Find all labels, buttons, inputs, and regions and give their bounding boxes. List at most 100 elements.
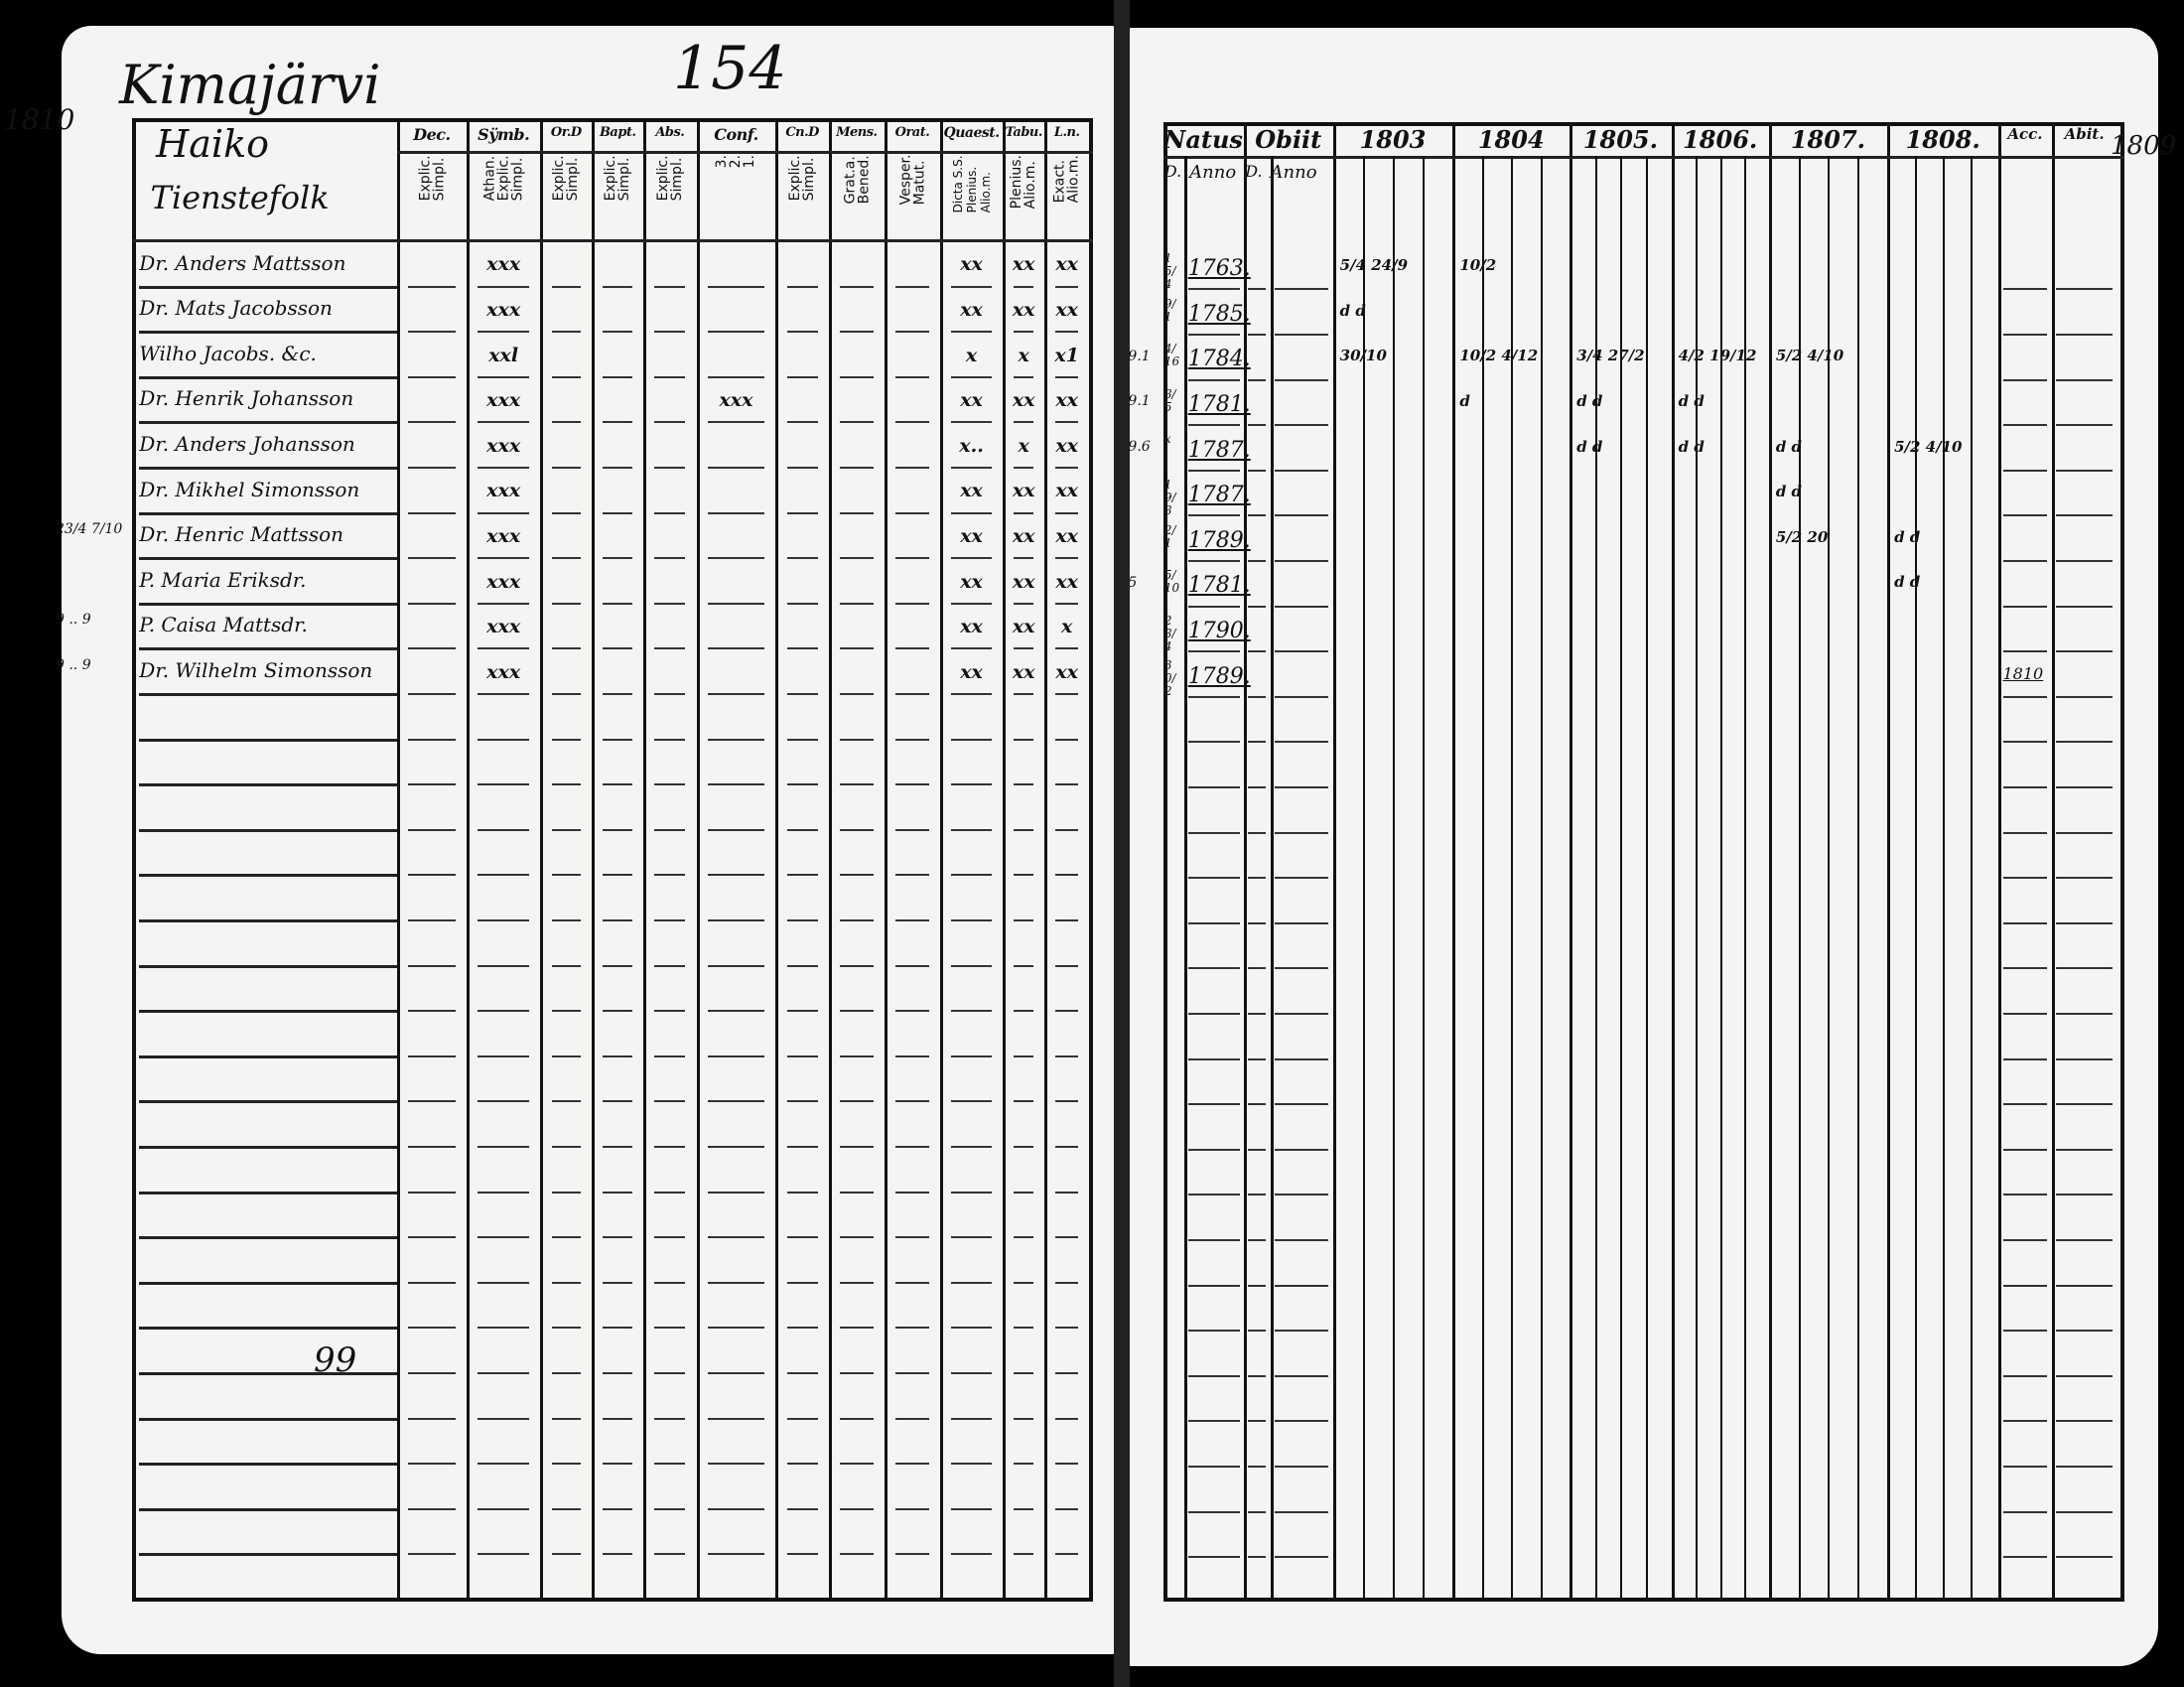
margin-note: 9.1 <box>1128 393 1151 410</box>
left-cell-dash <box>654 331 686 334</box>
right-cell-dash <box>2055 1374 2114 1377</box>
left-cell-dash <box>895 874 929 877</box>
margin-note: 5 <box>1128 574 1138 591</box>
communion-entry: 10/2 4/12 <box>1459 347 1539 365</box>
right-cell-dash <box>2055 877 2114 880</box>
page-number: 154 <box>673 34 787 103</box>
left-cell-dash <box>654 511 686 514</box>
communion-entry: 5/2 4/10 <box>1775 347 1844 365</box>
left-cell-dash <box>478 467 530 469</box>
right-cell-dash <box>2002 1465 2048 1468</box>
right-cell-dash <box>1274 1556 1329 1559</box>
natus-day-label: D. <box>1245 161 1263 181</box>
left-cell-dash <box>951 285 992 288</box>
left-cell-dash <box>840 557 874 560</box>
right-cell-dash <box>1274 1465 1329 1468</box>
left-cell-dash <box>551 828 582 831</box>
right-cell-dash <box>1248 695 1267 698</box>
left-cell-dash <box>654 285 686 288</box>
right-cell-dash <box>1187 1057 1240 1060</box>
left-cell-dash <box>654 692 686 695</box>
birth-year: 1784. <box>1187 347 1251 372</box>
left-cell-dash <box>1055 1371 1078 1374</box>
left-cell-dash <box>840 964 874 967</box>
margin-note: 9.1 <box>1128 348 1151 364</box>
left-row-rule <box>139 375 397 379</box>
left-cell-dash <box>603 918 632 921</box>
left-column-subheader: Explic. Simpl. <box>654 154 685 201</box>
year-subcolumn-rule <box>1828 156 1831 1603</box>
left-cell-dash <box>1014 918 1034 921</box>
left-cell-dash <box>478 1463 530 1466</box>
left-cell-dash <box>786 1010 818 1013</box>
left-cell-dash <box>408 964 456 967</box>
left-cell-dash <box>951 647 992 650</box>
register-name: Dr. Henric Mattsson <box>139 522 344 547</box>
left-cell-dash <box>1014 1100 1034 1103</box>
left-cell-dash <box>840 647 874 650</box>
left-column-subheader: Explic. Simpl. <box>603 154 633 201</box>
communion-entry: 5/4 24/9 <box>1339 256 1409 275</box>
right-cell-dash <box>1248 288 1267 291</box>
right-header-rule <box>1162 156 2124 160</box>
left-cell-dash <box>1055 467 1078 469</box>
left-cell-dash <box>895 1236 929 1239</box>
right-cell-dash <box>1187 560 1240 562</box>
left-cell-dash <box>1014 1463 1034 1466</box>
left-cell-dash <box>786 331 818 334</box>
left-cell-dash <box>840 1553 874 1556</box>
left-cell-dash <box>1014 285 1034 288</box>
left-cell-dash <box>1014 1327 1034 1330</box>
birth-day: 15/4 <box>1163 250 1176 291</box>
left-row-rule <box>139 602 397 606</box>
left-cell-dash <box>707 1145 765 1148</box>
right-cell-dash <box>2055 1420 2114 1423</box>
right-cell-dash <box>2055 1465 2114 1468</box>
communion-entry: 10/2 <box>1459 256 1497 275</box>
left-column-header: Bapt. <box>599 125 636 141</box>
left-cell-dash <box>840 1010 874 1013</box>
right-cell-dash <box>1187 1510 1240 1513</box>
catechism-mark: xxx <box>486 389 521 412</box>
left-cell-dash <box>1055 1010 1078 1013</box>
left-cell-dash <box>786 964 818 967</box>
right-cell-dash <box>1248 1194 1267 1196</box>
left-cell-dash <box>707 467 765 469</box>
catechism-mark: xx <box>1012 298 1035 321</box>
left-column-rule <box>396 118 400 1603</box>
left-cell-dash <box>603 1010 632 1013</box>
year-subcolumn-rule <box>1594 156 1597 1603</box>
left-cell-dash <box>654 647 686 650</box>
left-cell-dash <box>951 1507 992 1510</box>
left-cell-dash <box>786 1463 818 1466</box>
left-cell-dash <box>408 285 456 288</box>
left-cell-dash <box>1014 1371 1034 1374</box>
left-row-rule <box>139 874 397 878</box>
communion-entry: d d <box>1775 483 1803 501</box>
left-cell-dash <box>654 1010 686 1013</box>
right-cell-dash <box>1187 1556 1240 1559</box>
left-cell-dash <box>786 1236 818 1239</box>
left-cell-dash <box>951 964 992 967</box>
right-cell-dash <box>2002 877 2048 880</box>
left-table-frame <box>132 118 1094 1603</box>
left-cell-dash <box>1014 783 1034 786</box>
right-cell-dash <box>1248 967 1267 970</box>
right-cell-dash <box>1274 921 1329 924</box>
right-cell-dash <box>2055 1556 2114 1559</box>
year-subcolumn-rule <box>1423 156 1426 1603</box>
left-cell-dash <box>654 467 686 469</box>
right-cell-dash <box>1248 560 1267 562</box>
right-cell-dash <box>1187 1012 1240 1015</box>
left-cell-dash <box>951 738 992 741</box>
left-cell-dash <box>1055 1054 1078 1057</box>
right-cell-dash <box>1187 695 1240 698</box>
birth-day: 9/1 <box>1163 296 1176 324</box>
left-cell-dash <box>478 285 530 288</box>
left-row-rule <box>139 1145 397 1149</box>
left-cell-dash <box>1014 1507 1034 1510</box>
left-cell-dash <box>603 467 632 469</box>
left-cell-dash <box>1055 1145 1078 1148</box>
left-column-subheader: Grat.a. Bened. <box>841 154 872 204</box>
left-cell-dash <box>840 375 874 378</box>
